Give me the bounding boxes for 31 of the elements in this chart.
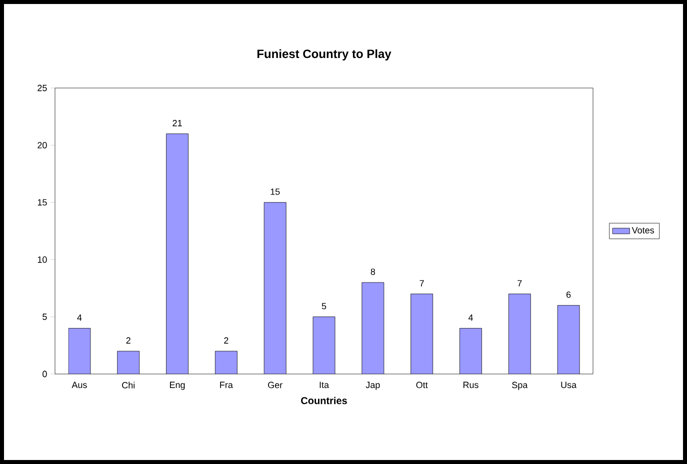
x-tick-label: Fra — [220, 382, 233, 388]
data-label: 2 — [224, 337, 228, 344]
legend-label: Votes — [632, 227, 654, 234]
x-tick-label: Chi — [122, 382, 135, 388]
y-tick-label: 15 — [38, 199, 47, 206]
data-label: 5 — [322, 302, 326, 310]
x-tick-label: Aus — [72, 382, 87, 388]
data-label: 15 — [270, 188, 280, 195]
x-tick-label: Ger — [268, 382, 282, 388]
x-tick-label: Spa — [512, 382, 528, 390]
y-tick-label: 20 — [38, 142, 47, 148]
data-label: 7 — [518, 280, 522, 286]
x-tick-label: Ita — [320, 382, 330, 388]
y-tick-label: 25 — [38, 84, 47, 92]
data-label: 4 — [468, 314, 473, 321]
data-label: 2 — [126, 337, 130, 344]
y-tick-label: 10 — [38, 256, 47, 263]
data-label: 4 — [77, 314, 82, 321]
data-label: 8 — [370, 268, 376, 275]
x-tick-label: Ott — [416, 382, 428, 388]
y-tick-label: 0 — [42, 370, 47, 378]
x-tick-label: Rus — [463, 382, 478, 388]
x-tick-label: Usa — [561, 382, 577, 388]
x-axis-title: Countries — [301, 396, 347, 404]
y-tick-label: 5 — [42, 314, 47, 320]
x-tick-label: Eng — [170, 382, 185, 390]
x-tick-label: Jap — [366, 382, 380, 390]
data-label: 21 — [172, 120, 182, 126]
chart-title: Funiest Country to Play — [257, 49, 392, 60]
data-label: 7 — [420, 280, 424, 286]
data-label: 6 — [566, 291, 571, 298]
